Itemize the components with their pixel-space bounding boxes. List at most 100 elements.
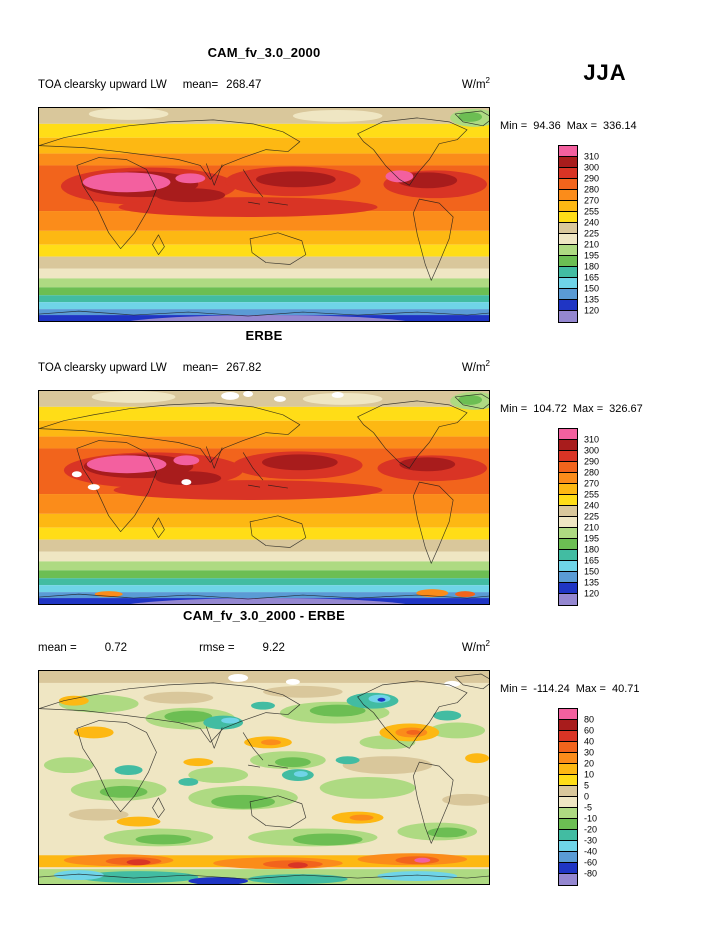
colorbar-tick-label: 165 — [584, 555, 600, 566]
colorbar-swatch — [559, 731, 577, 742]
min-label: Min = — [500, 403, 528, 415]
colorbar-tick-label: 135 — [584, 294, 600, 305]
colorbar-tick-label: 150 — [584, 566, 600, 577]
max-value: 326.67 — [609, 403, 643, 415]
field-shading — [39, 108, 489, 321]
colorbar-swatch — [559, 572, 577, 583]
max-label: Max = — [572, 403, 604, 415]
colorbar-swatch — [559, 429, 577, 440]
mean-label: mean= — [182, 78, 219, 91]
colorbar-tick-label: 180 — [584, 261, 600, 272]
map-cam — [38, 107, 490, 322]
colorbar-tick-label: 240 — [584, 217, 600, 228]
colorbar-swatch — [559, 311, 577, 322]
colorbar-swatch — [559, 764, 577, 775]
colorbar-swatch — [559, 561, 577, 572]
min-label: Min = — [500, 683, 528, 695]
colorbar-tick-label: 120 — [584, 305, 600, 316]
max-label: Max = — [566, 120, 598, 132]
min-value: -114.24 — [533, 683, 570, 695]
colorbar-tick-label: 30 — [584, 747, 595, 758]
colorbar-tick-label: 225 — [584, 511, 600, 522]
colorbar-swatch — [559, 841, 577, 852]
colorbar-swatch — [559, 720, 577, 731]
missing-data-patches — [71, 391, 344, 491]
colorbar-tick-label: -60 — [584, 857, 598, 868]
colorbar-tick-label: -40 — [584, 846, 598, 857]
units-label: W/m2 — [461, 639, 490, 654]
max-value: 40.71 — [611, 683, 640, 695]
colorbar-swatch — [559, 506, 577, 517]
colorbar-swatch — [559, 808, 577, 819]
colorbar-tick-label: 300 — [584, 162, 600, 173]
colorbar-tick-label: 5 — [584, 780, 590, 791]
map-plot-cam — [39, 108, 489, 321]
colorbar-tick-label: -5 — [584, 802, 593, 813]
panel-title-erbe: ERBE — [245, 328, 283, 343]
colorbar-tick-label: 255 — [584, 206, 600, 217]
colorbar-swatch — [559, 168, 577, 179]
colorbar-swatch — [559, 775, 577, 786]
minmax-row-erbe: Min = 104.72 Max = 326.67 — [500, 403, 649, 415]
variable-label: TOA clearsky upward LW — [38, 361, 167, 374]
panel-cam: CAM_fv_3.0_2000 TOA clearsky upward LW m… — [0, 45, 723, 335]
colorbar-tick-label: 300 — [584, 445, 600, 456]
colorbar-swatch — [559, 462, 577, 473]
colorbar-swatch — [559, 874, 577, 885]
colorbar-swatch — [559, 852, 577, 863]
colorbar-swatch — [559, 583, 577, 594]
colorbar-swatch — [559, 517, 577, 528]
colorbar-swatch — [559, 539, 577, 550]
colorbar-swatch — [559, 300, 577, 311]
colorbar-tick-label: 270 — [584, 195, 600, 206]
panel-diff: CAM_fv_3.0_2000 - ERBE mean = 0.72 rmse … — [0, 608, 723, 898]
colorbar-swatch — [559, 797, 577, 808]
colorbar-swatch — [559, 709, 577, 720]
stats-row-cam: TOA clearsky upward LW mean= 268.47 W/m2 — [38, 76, 490, 91]
colorbar-swatch — [559, 289, 577, 300]
colorbar-swatch — [559, 157, 577, 168]
colorbar-swatch — [559, 753, 577, 764]
colorbar-swatch — [559, 786, 577, 797]
colorbar-swatch — [559, 179, 577, 190]
colorbar-swatch — [559, 484, 577, 495]
colorbar-swatch — [559, 594, 577, 605]
colorbar-tick-label: 20 — [584, 758, 595, 769]
variable-label: TOA clearsky upward LW — [38, 78, 167, 91]
panel-erbe: ERBE TOA clearsky upward LW mean= 267.82… — [0, 328, 723, 618]
colorbar-tick-label: 180 — [584, 544, 600, 555]
colorbar-diff: 80 60 40 30 20 10 5 0 -5 -10 -20 -30 -40 -60 -80 — [558, 708, 597, 886]
minmax-row-diff: Min = -114.24 Max = 40.71 — [500, 683, 646, 695]
colorbar-tick-label: 135 — [584, 577, 600, 588]
colorbar-tick-label: 280 — [584, 184, 600, 195]
mean-label: mean = — [38, 641, 77, 654]
colorbar-tick-label: -10 — [584, 813, 598, 824]
minmax-row-cam: Min = 94.36 Max = 336.14 — [500, 120, 643, 132]
colorbar-swatch — [559, 528, 577, 539]
colorbar-swatch — [559, 863, 577, 874]
units-label: W/m2 — [461, 76, 490, 91]
colorbar-tick-label: 0 — [584, 791, 590, 802]
colorbar-tick-label: 310 — [584, 434, 600, 445]
mean-value: 0.72 — [104, 641, 128, 654]
colorbar-tick-label: 270 — [584, 478, 600, 489]
colorbar-swatch — [559, 742, 577, 753]
colorbar-tick-label: 310 — [584, 151, 600, 162]
colorbar-swatch — [559, 256, 577, 267]
mean-value: 267.82 — [226, 361, 262, 374]
stats-row-diff: mean = 0.72 rmse = 9.22 W/m2 — [38, 639, 490, 654]
stats-row-erbe: TOA clearsky upward LW mean= 267.82 W/m2 — [38, 359, 490, 374]
colorbar-cam: 310 300 290 280 270 255 240 225 210 195 180 165 150 1… — [558, 145, 599, 323]
colorbar-swatch — [559, 473, 577, 484]
colorbar-tick-label: 150 — [584, 283, 600, 294]
min-value: 94.36 — [533, 120, 561, 132]
map-plot-diff — [39, 671, 489, 884]
min-label: Min = — [500, 120, 528, 132]
colorbar-tick-label: 280 — [584, 467, 600, 478]
colorbar-tick-label: -20 — [584, 824, 598, 835]
colorbar-swatch — [559, 819, 577, 830]
colorbar-tick-label: 255 — [584, 489, 600, 500]
colorbar-swatch — [559, 278, 577, 289]
field-shading — [39, 391, 489, 604]
colorbar-tick-label: 195 — [584, 250, 600, 261]
